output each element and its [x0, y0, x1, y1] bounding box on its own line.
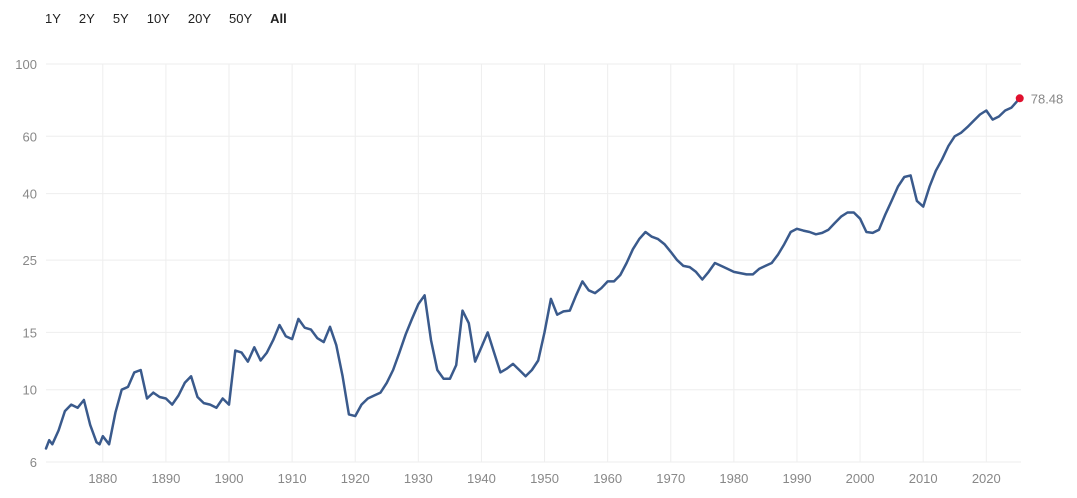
x-tick-label: 1970 — [656, 471, 685, 486]
grid — [46, 63, 1021, 463]
x-tick-label: 1900 — [215, 471, 244, 486]
y-tick-label: 60 — [23, 129, 37, 144]
y-tick-label: 100 — [15, 57, 37, 72]
y-tick-label: 6 — [30, 455, 37, 470]
range-button-50y[interactable]: 50Y — [220, 9, 261, 28]
end-point-marker — [1015, 94, 1024, 103]
series-line — [44, 97, 1021, 450]
end-value-label: 78.48 — [1031, 91, 1064, 106]
x-tick-label: 1960 — [593, 471, 622, 486]
x-tick-label: 1910 — [278, 471, 307, 486]
x-tick-label: 1990 — [783, 471, 812, 486]
range-button-all[interactable]: All — [261, 9, 296, 28]
range-button-10y[interactable]: 10Y — [138, 9, 179, 28]
y-tick-label: 15 — [23, 325, 37, 340]
x-tick-label: 1920 — [341, 471, 370, 486]
x-tick-label: 2000 — [846, 471, 875, 486]
range-button-1y[interactable]: 1Y — [36, 9, 70, 28]
range-button-2y[interactable]: 2Y — [70, 9, 104, 28]
x-tick-label: 1930 — [404, 471, 433, 486]
y-tick-label: 25 — [23, 253, 37, 268]
x-tick-label: 1890 — [151, 471, 180, 486]
range-button-5y[interactable]: 5Y — [104, 9, 138, 28]
x-tick-label: 1950 — [530, 471, 559, 486]
range-selector: 1Y 2Y 5Y 10Y 20Y 50Y All — [36, 9, 296, 28]
x-tick-label: 1980 — [719, 471, 748, 486]
x-axis: 1880 1890 1900 1910 1920 1930 1940 1950 1960 1970… — [88, 471, 1000, 486]
y-tick-label: 40 — [23, 187, 37, 202]
y-tick-label: 10 — [23, 383, 37, 398]
x-tick-label: 1880 — [88, 471, 117, 486]
x-tick-label: 1940 — [467, 471, 496, 486]
y-axis: 6 10 15 25 40 60 100 — [15, 57, 37, 470]
x-tick-label: 2020 — [972, 471, 1001, 486]
x-tick-label: 2010 — [909, 471, 938, 486]
range-button-20y[interactable]: 20Y — [179, 9, 220, 28]
